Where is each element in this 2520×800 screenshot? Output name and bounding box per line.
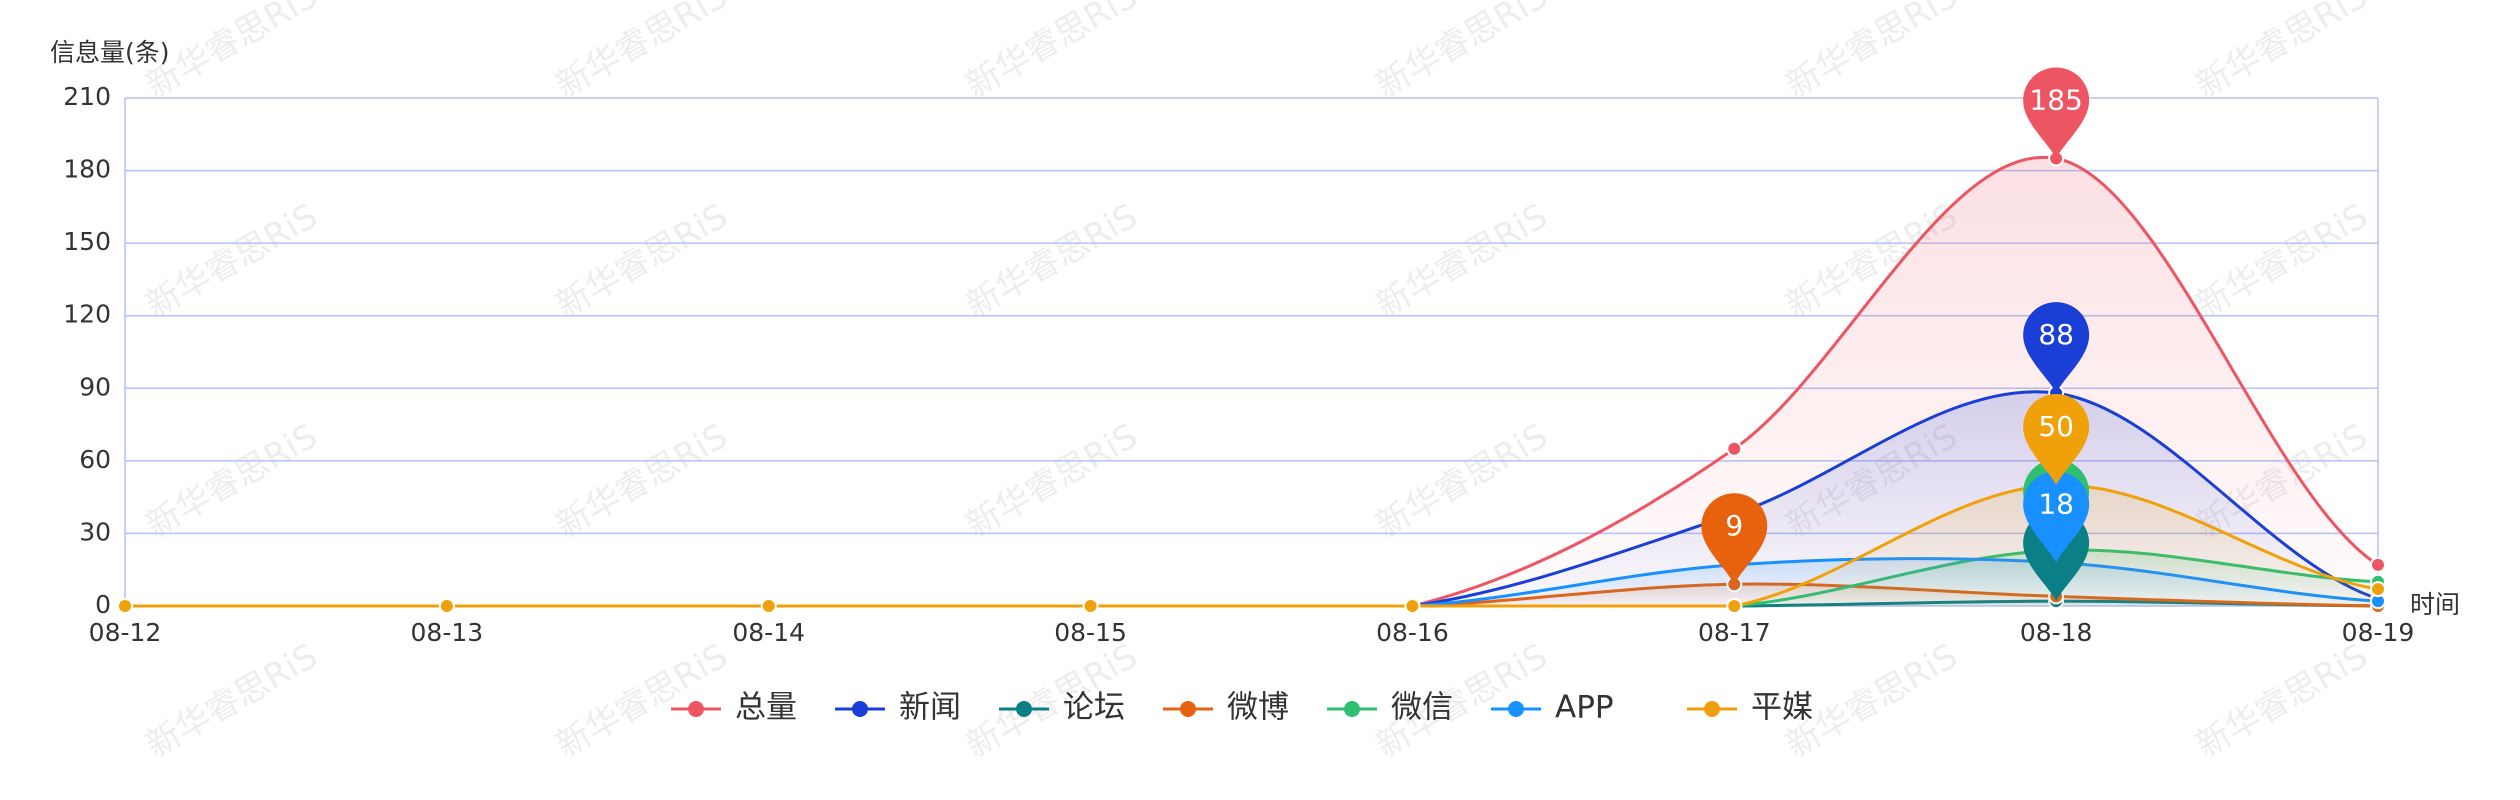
max-pin [1701,493,1768,585]
data-point [438,598,455,614]
legend-label: 微信 [1391,690,1453,726]
y-tick-label: 150 [63,227,111,256]
data-point [1082,598,1099,614]
legend-label: APP [1555,690,1614,726]
legend-marker [1508,701,1524,717]
watermark: 新华睿思RiS [549,0,734,106]
watermark: 新华睿思RiS [139,636,324,766]
data-point [117,598,133,614]
watermark: 新华睿思RiS [549,416,734,546]
max-pin-label: 18 [2038,487,2074,520]
legend-marker [852,701,868,717]
legend-marker [1704,701,1720,717]
watermark: 新华睿思RiS [1779,0,1964,106]
y-tick-label: 180 [63,155,111,184]
legend-marker [688,701,704,717]
series-area [125,484,2378,606]
max-pin [2023,302,2090,394]
legend-label: 总量 [735,690,797,726]
x-tick-label: 08-15 [1054,618,1127,647]
x-tick-label: 08-16 [1376,618,1449,647]
y-axis-title: 信息量(条) [50,38,170,67]
watermark: 新华睿思RiS [959,196,1144,326]
max-pin [2023,394,2090,486]
data-point [1404,598,1421,614]
max-pin-label: 185 [2029,83,2082,116]
watermark: 新华睿思RiS [959,0,1144,106]
y-tick-label: 210 [63,82,111,111]
watermark: 新华睿思RiS [2189,196,2374,326]
legend-label: 平媒 [1751,690,1813,726]
x-tick-label: 08-18 [2020,618,2093,647]
legend-label: 微博 [1227,690,1289,726]
data-point [2370,581,2386,598]
legend-marker [1180,701,1196,717]
watermark: 新华睿思RiS [2189,636,2374,766]
data-point [1726,598,1743,614]
watermark: 新华睿思RiS [549,196,734,326]
series-area [125,391,2378,606]
legend-marker [1016,701,1032,717]
watermark: 新华睿思RiS [1369,416,1554,546]
y-tick-label: 0 [95,590,111,619]
watermark: 新华睿思RiS [959,416,1144,546]
data-point [1726,440,1743,457]
y-tick-label: 120 [63,300,111,329]
max-pin-label: 50 [2038,410,2074,443]
x-tick-label: 08-17 [1698,618,1771,647]
watermark: 新华睿思RiS [549,636,734,766]
x-tick-label: 08-19 [2342,618,2415,647]
max-pin-label: 9 [1725,509,1743,542]
watermark: 新华睿思RiS [2189,0,2374,106]
watermark: 新华睿思RiS [1369,196,1554,326]
max-pin [2023,67,2090,159]
max-pin-label: 88 [2038,318,2074,351]
y-tick-label: 60 [79,445,111,474]
x-axis-title: 时间 [2410,590,2460,619]
data-point [760,598,777,614]
watermark: 新华睿思RiS [139,196,324,326]
watermark: 新华睿思RiS [1369,0,1554,106]
y-tick-label: 90 [79,372,111,401]
x-tick-label: 08-14 [732,618,805,647]
watermark: 新华睿思RiS [139,416,324,546]
max-pin [2023,471,2090,563]
y-tick-label: 30 [79,517,111,546]
legend-label: 论坛 [1063,690,1125,726]
legend-marker [1344,701,1360,717]
data-point [2370,556,2386,573]
legend-label: 新闻 [899,690,961,726]
x-tick-label: 08-12 [89,618,162,647]
x-tick-label: 08-13 [411,618,484,647]
